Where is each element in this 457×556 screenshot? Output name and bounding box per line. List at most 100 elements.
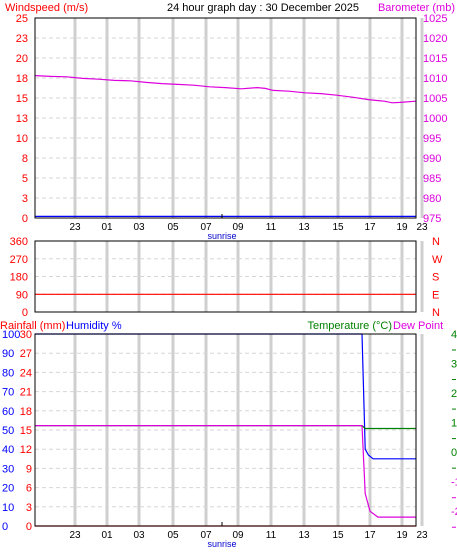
wind-direction-tick-label: 0 [22,307,28,319]
x-tick-label: 03 [133,530,145,541]
rainfall-tick-label: 3 [26,502,32,514]
x-tick-label: 11 [266,530,277,541]
x-tick-label: 17 [364,530,376,541]
rainfall-tick-label: 27 [20,348,32,360]
x-tick-label: 15 [332,530,344,541]
humidity-tick-label: 90 [2,348,14,360]
compass-tick-label: E [432,289,439,301]
windspeed-tick-label: 13 [16,113,28,125]
rainfall-tick-label: 21 [20,387,32,399]
humidity-tick-label: 60 [2,406,14,418]
sunrise-label: sunrise [207,231,236,241]
chart-title: 24 hour graph day : 30 December 2025 [167,2,359,14]
x-tick-label: 19 [396,222,408,233]
windspeed-tick-label: 0 [22,213,28,225]
x-tick-label: 17 [364,222,376,233]
rainfall-tick-label: 0 [26,521,32,533]
x-tick-label: 03 [133,222,145,233]
header-dewpoint-label: Dew Point [393,320,443,332]
compass-tick-label: S [432,272,439,284]
x-tick-label: 01 [101,530,113,541]
temperature-tick-label: 4 [451,329,457,341]
barometer-tick-label: 980 [423,193,441,205]
x-tick-label: 13 [298,222,310,233]
x-tick-label: 23 [416,530,428,541]
panel-3-frame [34,333,417,527]
windspeed-tick-label: 10 [16,133,28,145]
header-barometer-label: Barometer (mb) [378,2,455,14]
x-tick-label: 01 [101,222,113,233]
wind-direction-tick-label: 360 [10,236,28,248]
barometer-tick-label: 1005 [423,93,447,105]
barometer-line [34,75,417,104]
x-tick-label: 07 [200,222,212,233]
rainfall-tick-label: 15 [20,425,32,437]
barometer-tick-label: 985 [423,173,441,185]
x-tick-label: 11 [266,222,277,233]
x-tick-label: 19 [396,530,408,541]
temperature-tick-label: 1 [451,418,457,430]
rainfall-tick-label: 24 [20,367,32,379]
compass-tick-label: N [432,307,440,319]
rainfall-tick-label: 12 [20,444,32,456]
windspeed-tick-label: 3 [22,193,28,205]
barometer-tick-label: 975 [423,213,441,225]
panel-1-frame [34,17,417,219]
temperature-tick-label: 2 [451,388,457,400]
temperature-tick-label: 0 [451,447,457,459]
x-tick-label: 23 [69,530,81,541]
barometer-tick-label: 995 [423,133,441,145]
temperature-tick-label: -1 [451,477,457,489]
wind-direction-tick-label: 180 [10,272,28,284]
header-temperature-label: Temperature (°C) [308,320,392,332]
x-tick-label: 07 [200,530,212,541]
rainfall-tick-label: 6 [26,483,32,495]
x-tick-label: 05 [167,222,179,233]
wind-direction-tick-label: 270 [10,254,28,266]
humidity-tick-label: 40 [2,444,14,456]
x-tick-label: 05 [167,530,179,541]
windspeed-tick-label: 8 [22,153,28,165]
rainfall-tick-label: 18 [20,406,32,418]
x-tick-label: 09 [232,222,244,233]
temperature-tick-label: -2 [451,506,457,518]
humidity-tick-label: 20 [2,483,14,495]
barometer-tick-label: 1025 [423,13,447,25]
x-tick-label: 13 [298,530,310,541]
sunrise-label: sunrise [207,539,236,549]
windspeed-tick-label: 25 [16,13,28,25]
humidity-tick-label: 100 [2,329,20,341]
barometer-tick-label: 1015 [423,53,447,65]
x-tick-label: 09 [232,530,244,541]
windspeed-tick-label: 15 [16,93,28,105]
barometer-tick-label: 1010 [423,73,447,85]
rainfall-tick-label: 30 [20,329,32,341]
windspeed-tick-label: 5 [22,173,28,185]
rainfall-tick-label: 9 [26,463,32,475]
windspeed-tick-label: 23 [16,33,28,45]
dew-point-line [35,425,416,518]
humidity-tick-label: 50 [2,425,14,437]
wind-direction-tick-label: 90 [16,289,28,301]
header-windspeed-label: Windspeed (m/s) [5,2,88,14]
temperature-tick-label: 3 [451,359,457,371]
humidity-tick-label: 0 [2,521,8,533]
barometer-tick-label: 990 [423,153,441,165]
compass-tick-label: N [432,236,440,248]
windspeed-tick-label: 18 [16,73,28,85]
compass-tick-label: W [432,254,443,266]
x-tick-label: 23 [69,222,81,233]
barometer-tick-label: 1000 [423,113,447,125]
panel-2-frame [34,240,417,313]
barometer-tick-label: 1020 [423,33,447,45]
x-tick-label: 23 [416,222,428,233]
header-rainfall-label: Rainfall (mm) [0,320,65,332]
x-tick-label: 15 [332,222,344,233]
humidity-tick-label: 70 [2,387,14,399]
header-humidity-label: Humidity % [66,320,122,332]
windspeed-tick-label: 20 [16,53,28,65]
humidity-tick-label: 80 [2,367,14,379]
humidity-tick-label: 10 [2,502,14,514]
